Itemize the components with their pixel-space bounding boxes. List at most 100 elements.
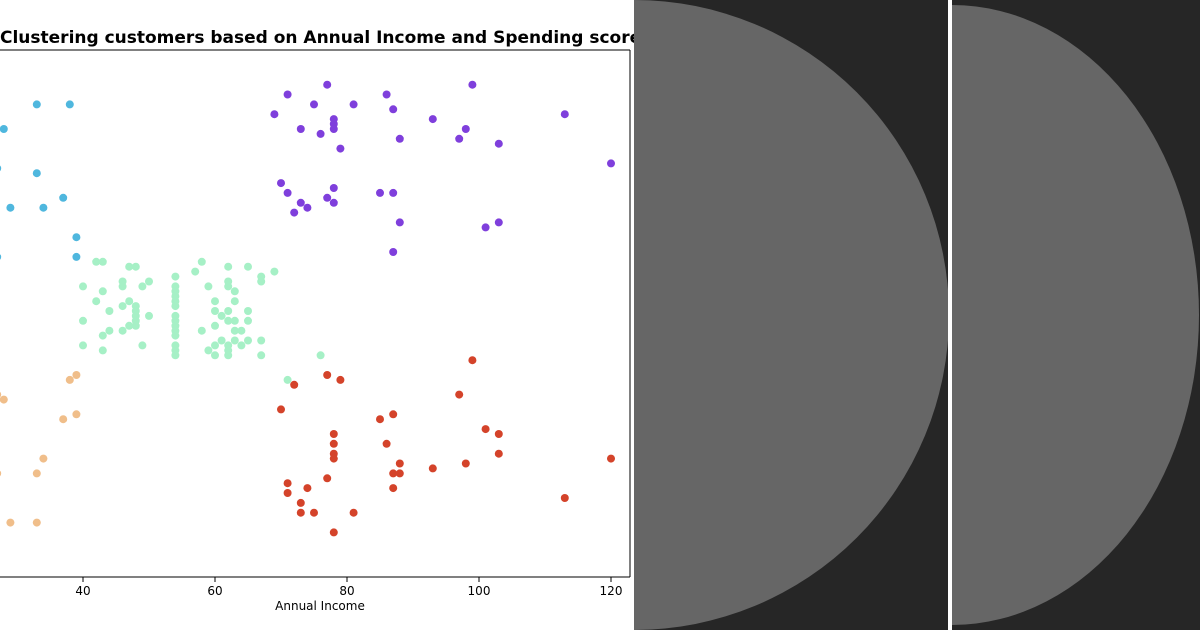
cluster-4-point-3: [0, 391, 2, 398]
cluster-2-point-8: [329, 115, 338, 124]
cluster-5-point-33: [329, 528, 338, 537]
cluster-2-point-33: [494, 218, 503, 227]
cluster-1-point-10: [72, 252, 81, 261]
dark-panel-left: [634, 0, 948, 630]
cluster-2-point-16: [428, 115, 437, 124]
cluster-3-point-11: [257, 277, 266, 286]
cluster-3-point-70: [224, 351, 233, 360]
panel-divider: [948, 0, 952, 630]
cluster-5-point-2: [336, 375, 345, 384]
cluster-3-point-5: [197, 257, 206, 266]
cluster-2-point-28: [323, 193, 332, 202]
x-tick-label-60: 60: [207, 584, 222, 598]
cluster-3-point-33: [105, 307, 114, 315]
cluster-3-point-36: [211, 307, 219, 315]
cluster-3-point-44: [79, 316, 87, 325]
cluster-3-point-3: [125, 262, 134, 271]
cluster-4-point-1: [65, 375, 74, 384]
cluster-3-point-65: [257, 336, 266, 345]
cluster-2-point-12: [389, 105, 398, 114]
cluster-5-point-24: [283, 479, 292, 488]
cluster-3-point-24: [204, 282, 213, 291]
cluster-3-point-49: [131, 321, 140, 330]
cluster-5-point-15: [494, 430, 503, 438]
cluster-2-point-26: [329, 184, 338, 192]
cluster-5-point-18: [461, 459, 470, 468]
x-tick-label-80: 80: [339, 584, 354, 598]
cluster-2-point-10: [349, 100, 358, 109]
cluster-2-point-30: [389, 188, 398, 197]
cluster-4-point-6: [59, 415, 68, 424]
grey-half-circle-shape: [952, 5, 1199, 625]
chart-title: Clustering customers based on Annual Inc…: [0, 28, 642, 48]
cluster-5-point-4: [468, 356, 477, 365]
cluster-4-point-11: [32, 518, 41, 527]
cluster-2-point-15: [560, 110, 569, 119]
cluster-5-point-29: [310, 508, 318, 517]
cluster-3-point-71: [237, 341, 246, 350]
cluster-1-point-2: [0, 165, 2, 172]
cluster-3-point-23: [145, 277, 153, 286]
cluster-5-point-16: [494, 449, 503, 458]
cluster-4-point-9: [32, 469, 41, 478]
scatter-plot: 40 60 80 100 120 Annual Income: [0, 49, 631, 613]
cluster-5-point-31: [389, 484, 398, 493]
cluster-4-point-10: [6, 518, 15, 527]
cluster-3-point-75: [171, 351, 180, 360]
cluster-1-point-6: [59, 193, 68, 202]
cluster-3-point-79: [316, 351, 325, 360]
cluster-5-point-17: [607, 454, 615, 463]
cluster-3-point-48: [118, 326, 127, 335]
cluster-3-point-38: [224, 316, 233, 325]
cluster-5-point-28: [296, 508, 305, 517]
x-ticks: 40 60 80 100 120: [75, 577, 622, 598]
cluster-5-point-5: [455, 390, 464, 399]
cluster-3-point-64: [244, 336, 252, 345]
cluster-3-point-77: [79, 341, 87, 350]
cluster-3-point-37: [217, 311, 226, 320]
cluster-2-point-20: [336, 144, 345, 153]
cluster-2-point-29: [376, 188, 384, 197]
cluster-3-point-27: [230, 287, 239, 296]
cluster-3-point-58: [211, 321, 219, 330]
cluster-3-point-76: [138, 341, 147, 350]
cluster-3-point-61: [217, 336, 226, 345]
cluster-2-point-4: [270, 110, 279, 119]
cluster-4-point-5: [72, 410, 81, 419]
cluster-2-point-17: [461, 125, 470, 133]
cluster-4-point-4: [0, 395, 8, 404]
cluster-3-point-80: [283, 375, 292, 384]
cluster-3-point-34: [145, 311, 153, 320]
cluster-3-point-8: [244, 262, 252, 271]
cluster-5-point-27: [296, 498, 305, 507]
cluster-3-point-26: [224, 282, 233, 291]
cluster-5-point-22: [428, 464, 437, 473]
x-tick-label-40: 40: [75, 584, 90, 598]
cluster-3-point-40: [230, 297, 239, 306]
cluster-3-point-60: [237, 326, 246, 335]
cluster-5-point-25: [283, 489, 292, 497]
cluster-2-point-11: [382, 90, 391, 99]
cluster-2-point-2: [323, 80, 332, 89]
cluster-1-point-5: [65, 100, 74, 109]
cluster-5-point-23: [323, 474, 332, 483]
cluster-4-point-7: [39, 454, 48, 463]
cluster-2-point-21: [277, 179, 285, 188]
cluster-2-point-18: [455, 134, 464, 143]
cluster-5-point-8: [389, 410, 398, 419]
cluster-1-point-7: [6, 203, 15, 212]
cluster-3-point-6: [191, 267, 200, 276]
x-tick-label-100: 100: [468, 584, 491, 598]
cluster-2-point-24: [303, 203, 312, 212]
cluster-1-point-9: [72, 233, 81, 242]
cluster-2-point-13: [395, 134, 404, 143]
x-tick-label-120: 120: [600, 584, 623, 598]
cluster-3-point-17: [171, 302, 180, 311]
cluster-3-point-63: [230, 336, 239, 345]
cluster-2-point-3: [310, 100, 318, 109]
cluster-3-point-21: [118, 277, 127, 286]
cluster-2-point-19: [494, 139, 503, 148]
cluster-2-point-22: [283, 188, 292, 197]
cluster-3-point-12: [171, 272, 180, 281]
cluster-2-point-35: [389, 248, 398, 256]
